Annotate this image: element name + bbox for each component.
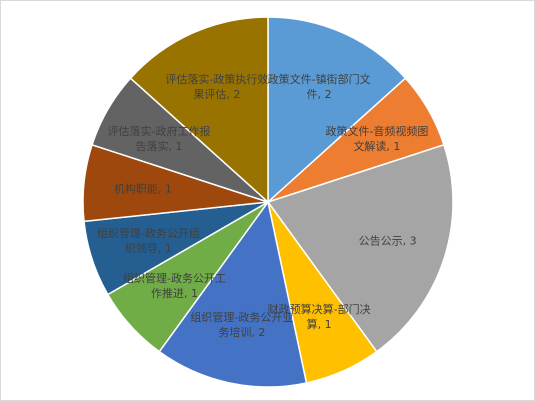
pie-slice [266,143,454,353]
data-label: 组织管理-政务公开组织领导, 1 [96,226,200,255]
data-label: 公告公示, 3 [358,234,417,248]
data-label: 评估落实-政府工作报告落实, 1 [107,125,211,154]
data-label: 评估落实-政策执行效果评估, 2 [165,73,269,102]
pie-slice [129,16,269,204]
data-label: 政策文件-音频视频图文解读, 1 [325,125,429,154]
data-label: 政策文件-镇街部门文件, 2 [267,73,371,102]
data-label: 机构职能, 1 [113,182,172,196]
data-label: 组织管理-政务公开业务培训, 2 [190,311,294,340]
data-label: 组织管理-政务公开工作推进, 1 [123,272,226,301]
data-label: 财政预算决算-部门决算, 1 [267,302,371,331]
pie-slice [158,200,308,388]
pie-slice [267,16,407,204]
